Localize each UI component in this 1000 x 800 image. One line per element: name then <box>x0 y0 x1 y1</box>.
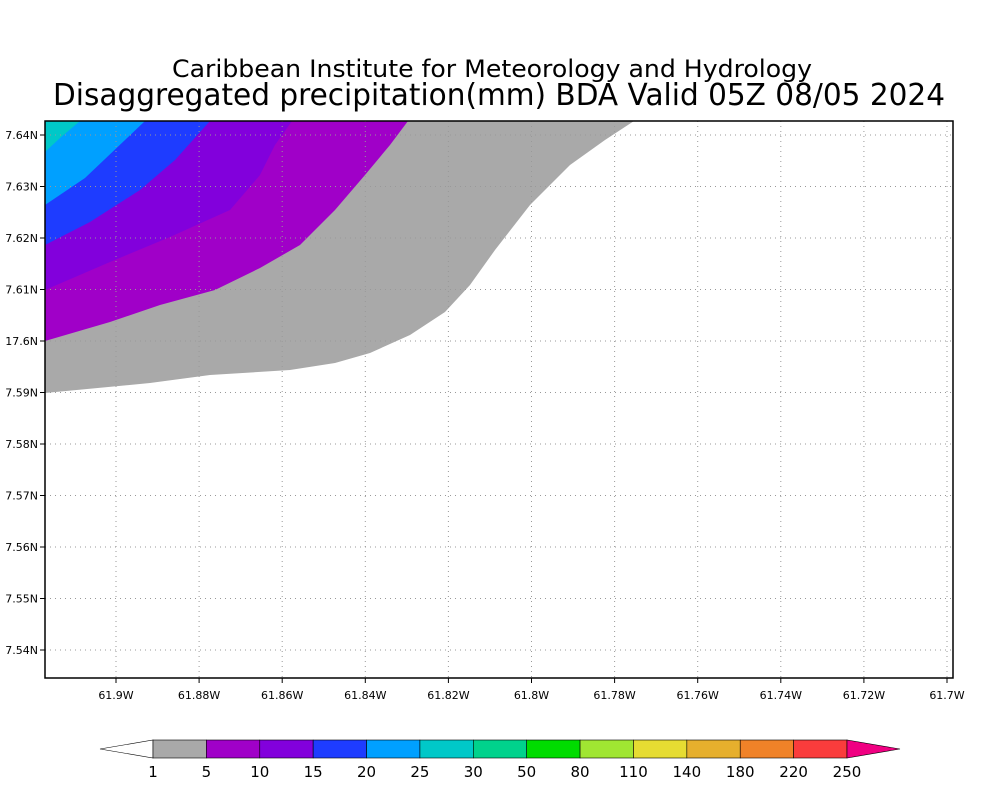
colorbar-segment <box>419 739 474 759</box>
lat-tick-label: 7.54N <box>5 644 38 657</box>
lon-tick-label: 61.76W <box>677 689 719 702</box>
colorbar-label: 140 <box>673 763 702 781</box>
colorbar-segment <box>739 739 794 759</box>
colorbar-under-arrow <box>99 739 154 759</box>
lon-tick-label: 61.84W <box>344 689 386 702</box>
colorbar-label: 25 <box>410 763 429 781</box>
colorbar-label: 15 <box>304 763 323 781</box>
colorbar-label: 30 <box>464 763 483 781</box>
colorbar-segment <box>152 739 207 759</box>
lon-tick-label: 61.82W <box>427 689 469 702</box>
lon-tick-label: 61.7W <box>929 689 964 702</box>
lat-tick-label: 7.61N <box>5 284 38 297</box>
colorbar-label: 20 <box>357 763 376 781</box>
title-line-1: Caribbean Institute for Meteorology and … <box>172 55 812 83</box>
colorbar-segment <box>686 739 741 759</box>
colorbar-label: 250 <box>833 763 862 781</box>
lat-tick-label: 7.55N <box>5 593 38 606</box>
colorbar-segment <box>526 739 581 759</box>
precip-field <box>45 121 634 393</box>
colorbar-label: 1 <box>148 763 158 781</box>
colorbar-label: 180 <box>726 763 755 781</box>
colorbar-segment <box>633 739 688 759</box>
colorbar-segment <box>366 739 421 759</box>
title-line-2: Disaggregated precipitation(mm) BDA Vali… <box>53 78 945 113</box>
colorbar-label: 5 <box>202 763 212 781</box>
lat-tick-label: 7.58N <box>5 438 38 451</box>
lat-tick-label: 7.56N <box>5 541 38 554</box>
lon-tick-label: 61.78W <box>593 689 635 702</box>
lat-tick-label: 7.57N <box>5 490 38 503</box>
lat-tick-label: 7.59N <box>5 387 38 400</box>
colorbar-label: 80 <box>571 763 590 781</box>
grid: 61.9W 61.88W 61.86W 61.84W 61.82W 61.8W 61.78W… <box>5 121 965 702</box>
colorbar-segment <box>259 739 314 759</box>
colorbar-label: 110 <box>619 763 648 781</box>
lon-tick-label: 61.86W <box>261 689 303 702</box>
lon-tick-label: 61.9W <box>98 689 133 702</box>
contour-25 <box>45 121 80 152</box>
lon-tick-label: 61.74W <box>760 689 802 702</box>
colorbar: 1 5 10 15 20 25 30 50 80 110 140 180 220 250 <box>99 739 901 781</box>
contour-20 <box>45 121 145 205</box>
lon-tick-label: 61.8W <box>514 689 549 702</box>
colorbar-over-arrow <box>846 739 901 759</box>
lat-tick-label: 7.64N <box>5 129 38 142</box>
lat-tick-label: 7.62N <box>5 232 38 245</box>
lat-tick-label: 17.6N <box>5 335 38 348</box>
colorbar-segment <box>473 739 527 759</box>
colorbar-segment <box>793 739 848 759</box>
lon-tick-label: 61.88W <box>178 689 220 702</box>
lon-tick-label: 61.72W <box>843 689 885 702</box>
colorbar-label: 10 <box>250 763 269 781</box>
colorbar-segment <box>206 739 261 759</box>
colorbar-segment <box>579 739 634 759</box>
plot-frame <box>44 120 954 679</box>
colorbar-label: 220 <box>779 763 808 781</box>
lat-tick-label: 7.63N <box>5 181 38 194</box>
colorbar-segment <box>312 739 367 759</box>
colorbar-label: 50 <box>517 763 536 781</box>
